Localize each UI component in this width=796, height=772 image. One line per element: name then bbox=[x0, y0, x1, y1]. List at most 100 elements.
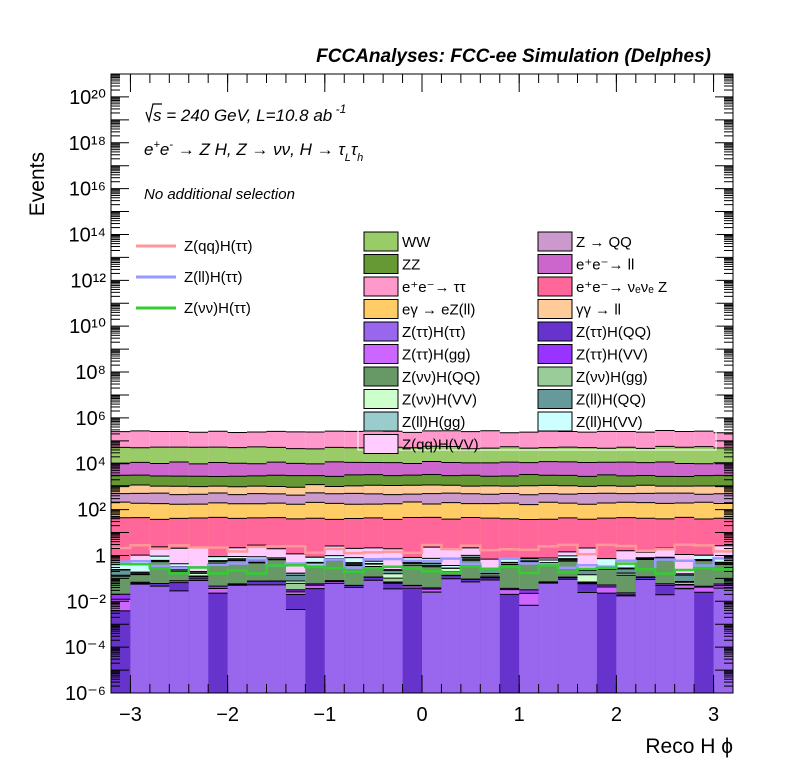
stack-z-h- bbox=[111, 578, 733, 694]
bin-bar bbox=[558, 579, 578, 693]
legend-fill-swatch bbox=[363, 276, 399, 297]
bin-bar bbox=[441, 578, 461, 693]
axis-ticks: −3 −2 −1 0 1 2 3 10⁻⁶ 10⁻⁴ 10⁻² 1 10² 10⁴ 10⁶ 10⁸ 10¹⁰ 1… bbox=[65, 73, 734, 726]
x-tick-label: 3 bbox=[708, 704, 719, 726]
x-tick-label: −1 bbox=[313, 704, 336, 726]
legend-fill-label: γγ → ll bbox=[576, 302, 621, 319]
y-axis-label: Events bbox=[26, 152, 49, 216]
legend-box bbox=[357, 228, 717, 451]
bin-bar bbox=[285, 609, 306, 693]
y-tick-label: 10⁻⁴ bbox=[65, 637, 106, 659]
bin-bar bbox=[344, 587, 364, 693]
legend-line-label: Z(ll)H(ττ) bbox=[184, 269, 243, 286]
legend-fill-label: eγ → eZ(ll) bbox=[402, 302, 475, 319]
legend-fill-label: Z(ττ)H(ττ) bbox=[402, 324, 466, 341]
y-tick-label: 10⁶ bbox=[76, 408, 106, 430]
legend-fill-swatch bbox=[363, 231, 399, 252]
bin-bar bbox=[499, 594, 520, 693]
legend-fill-label: Z(ll)H(VV) bbox=[576, 414, 643, 431]
legend-fill-label: Z(qq)H(VV) bbox=[402, 437, 479, 454]
bin-bar bbox=[460, 581, 481, 693]
y-tick-label: 10¹⁰ bbox=[69, 316, 106, 338]
selection-annotation: No additional selection bbox=[144, 186, 295, 203]
y-tick-label: 10¹⁴ bbox=[69, 224, 107, 246]
legend-fill-swatch bbox=[363, 389, 399, 409]
bin-bar bbox=[713, 588, 733, 693]
bin-bar bbox=[480, 580, 500, 693]
y-tick-label: 10⁴ bbox=[75, 454, 106, 476]
svg-text:s = 240 GeV, L=10.8 ab -1: s = 240 GeV, L=10.8 ab -1 bbox=[153, 102, 346, 125]
bin-bar bbox=[208, 593, 228, 693]
x-tick-label: −2 bbox=[216, 704, 239, 726]
x-tick-label: 1 bbox=[514, 704, 525, 726]
legend-fill-label: Z → QQ bbox=[576, 234, 632, 251]
y-tick-label: 1 bbox=[95, 545, 106, 567]
legend-line-label: Z(qq)H(ττ) bbox=[184, 238, 253, 255]
bin-bar bbox=[655, 594, 675, 693]
bin-bar bbox=[635, 579, 656, 693]
bin-bar bbox=[266, 584, 286, 693]
y-tick-label: 10⁻² bbox=[67, 591, 107, 613]
legend-fill-label: Z(ττ)H(VV) bbox=[576, 347, 648, 364]
bin-bar bbox=[247, 584, 267, 693]
y-tick-label: 10² bbox=[77, 500, 106, 522]
legend-fill-label: ZZ bbox=[402, 257, 420, 274]
legend-fill-swatch bbox=[537, 276, 573, 297]
y-tick-label: 10¹⁸ bbox=[69, 133, 106, 155]
legend-fill-swatch bbox=[363, 411, 399, 432]
y-tick-label: 10¹² bbox=[70, 270, 106, 292]
bin-bar bbox=[674, 588, 695, 693]
bin-bar bbox=[538, 583, 559, 693]
bin-bar bbox=[188, 580, 209, 693]
x-tick-label: 2 bbox=[611, 704, 622, 726]
legend-fill-label: Z(ττ)H(QQ) bbox=[576, 324, 651, 341]
bin-bar bbox=[305, 588, 325, 693]
legend-fill-swatch bbox=[537, 411, 573, 432]
legend-fill-label: Z(ll)H(gg) bbox=[402, 414, 465, 431]
legend-fill-swatch bbox=[537, 299, 573, 319]
legend-fill-label: Z(νν)H(QQ) bbox=[402, 369, 480, 386]
bin-bar bbox=[519, 605, 539, 693]
energy-lumi-annotation: s = 240 GeV, L=10.8 ab -1 bbox=[145, 102, 346, 125]
bin-bar bbox=[324, 583, 345, 693]
line-z-qq-h- bbox=[111, 543, 733, 556]
legend-fill-swatch bbox=[537, 366, 573, 387]
legend-fill-label: Z(ll)H(QQ) bbox=[576, 392, 646, 409]
legend-fill-swatch bbox=[537, 344, 573, 364]
bin-bar bbox=[130, 584, 150, 693]
legend-fill-label: e⁺e⁻→ νₑνₑ Z bbox=[576, 279, 667, 296]
bin-bar bbox=[149, 586, 170, 693]
y-tick-label: 10²⁰ bbox=[69, 87, 106, 109]
x-axis-label: Reco H ϕ bbox=[645, 735, 733, 758]
legend-line-label: Z(νν)H(ττ) bbox=[184, 300, 251, 317]
legend-fill-swatch bbox=[537, 231, 573, 252]
stacked-histograms bbox=[111, 429, 733, 694]
legend-fill-label: WW bbox=[402, 234, 431, 251]
legend-fill-label: e⁺e⁻→ ττ bbox=[402, 279, 466, 296]
bin-bar bbox=[422, 592, 442, 693]
legend-fill-swatch bbox=[537, 321, 573, 342]
legend-fill-swatch bbox=[363, 321, 399, 342]
legend-fill-swatch bbox=[537, 254, 573, 274]
signal-lines bbox=[111, 543, 733, 575]
bin-bar bbox=[363, 580, 384, 693]
y-tick-label: 10⁻⁶ bbox=[65, 683, 106, 705]
y-tick-label: 10¹⁶ bbox=[69, 179, 106, 201]
legend-fill-swatch bbox=[363, 254, 399, 274]
bin-bar bbox=[596, 593, 617, 693]
legend-fill-swatch bbox=[363, 299, 399, 319]
legend-fill-swatch bbox=[537, 389, 573, 409]
x-tick-label: 0 bbox=[416, 704, 427, 726]
bin-bar bbox=[402, 588, 422, 693]
chart-title: FCCAnalyses: FCC-ee Simulation (Delphes) bbox=[316, 46, 711, 67]
legend-fill-swatch bbox=[363, 366, 399, 387]
line-z-ll-h- bbox=[111, 557, 733, 571]
bin-bar bbox=[227, 585, 248, 693]
line-z-h- bbox=[111, 562, 733, 575]
bin-bar bbox=[383, 588, 403, 693]
legend: Z(qq)H(ττ) Z(ll)H(ττ) Z(νν)H(ττ) WW Z → QQ ZZ… bbox=[136, 231, 667, 454]
legend-fill-swatch bbox=[363, 434, 399, 454]
legend-fill-label: Z(νν)H(gg) bbox=[576, 369, 648, 386]
y-tick-label: 10⁸ bbox=[75, 362, 106, 384]
